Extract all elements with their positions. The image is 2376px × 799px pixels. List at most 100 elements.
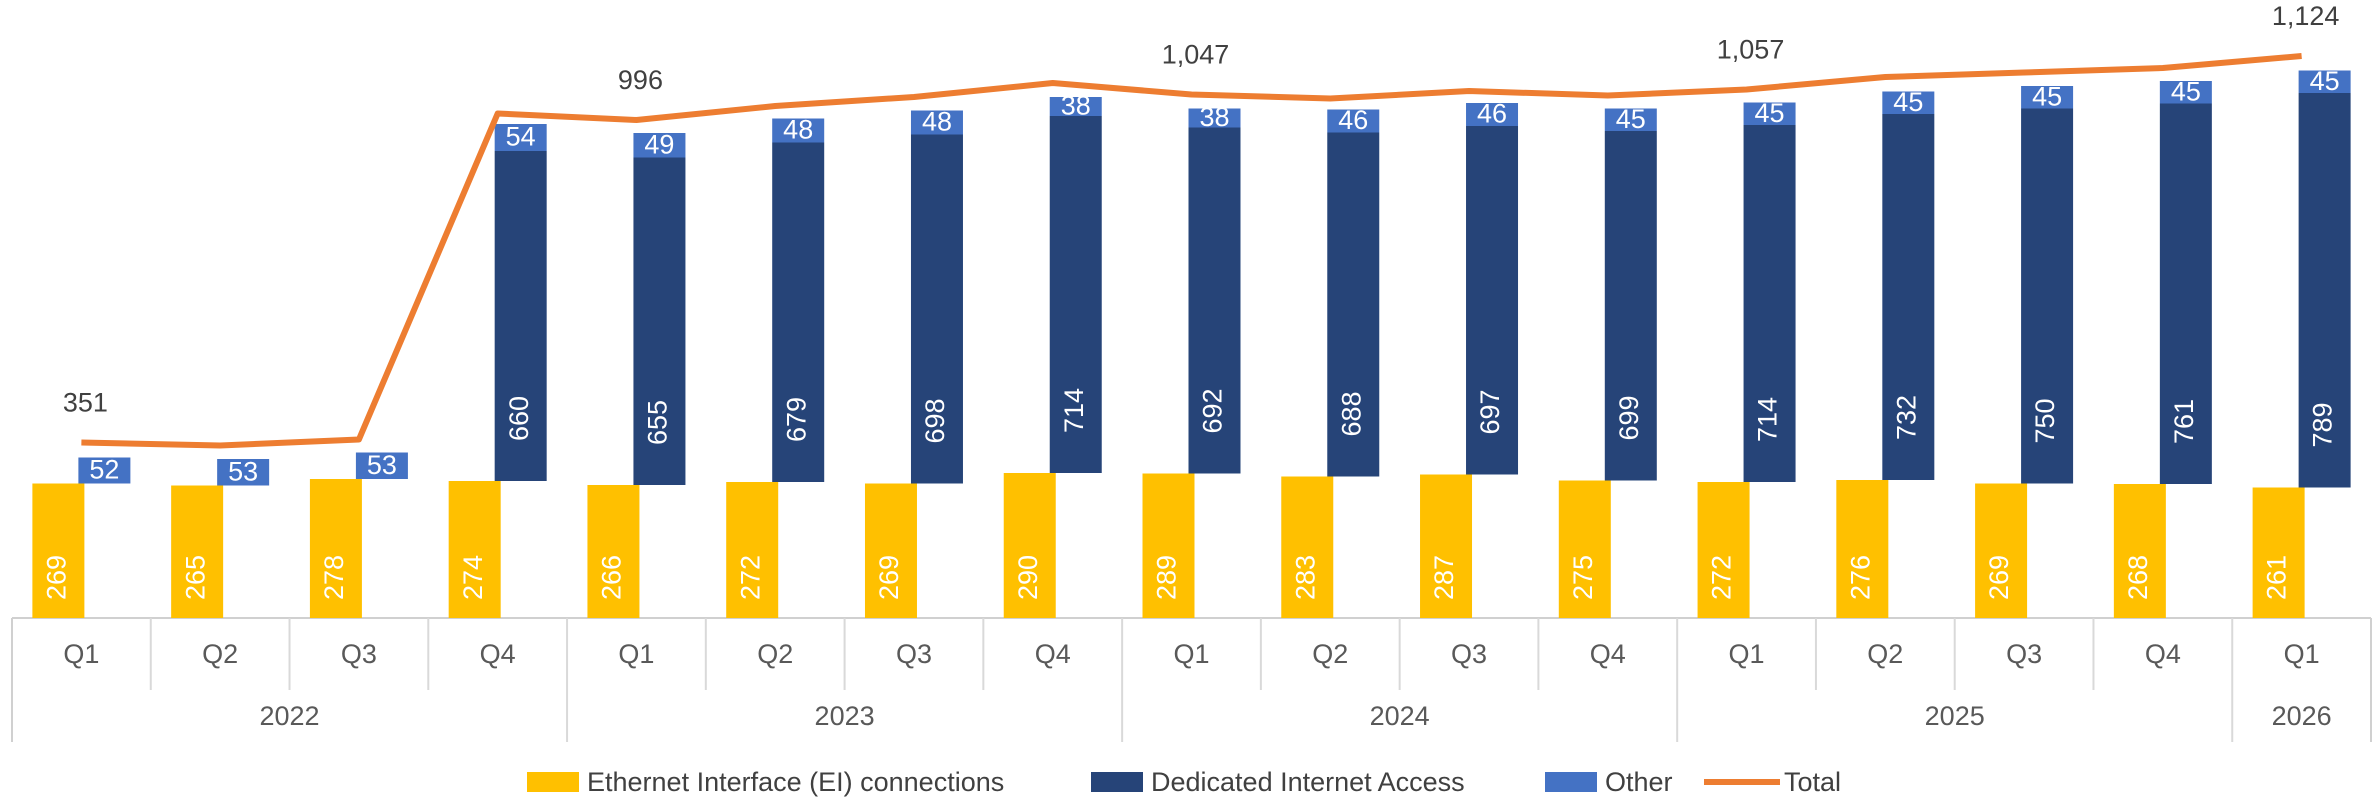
group-label: 2025 xyxy=(1925,701,1985,731)
bar-value-label: 272 xyxy=(735,555,765,600)
legend-label: Ethernet Interface (EI) connections xyxy=(587,767,1004,797)
bar-value-label: 265 xyxy=(180,555,210,600)
bar-value-label: 290 xyxy=(1013,555,1043,600)
bar xyxy=(910,134,963,484)
bar-value-label: 287 xyxy=(1429,555,1459,600)
bar xyxy=(448,481,501,618)
x-tick-label: Q3 xyxy=(896,639,932,669)
bar-value-label: 38 xyxy=(1061,91,1091,121)
total-line xyxy=(81,53,2302,449)
bar xyxy=(2159,81,2212,104)
group-label: 2022 xyxy=(259,701,319,731)
bar-value-label: 45 xyxy=(2032,81,2062,111)
bar xyxy=(355,452,408,479)
bar xyxy=(2113,484,2166,618)
bar-value-label: 53 xyxy=(367,450,397,480)
bar-value-label: 46 xyxy=(1477,99,1507,129)
bar-value-label: 38 xyxy=(1199,102,1229,132)
group-label: 2023 xyxy=(815,701,875,731)
bar-value-label: 679 xyxy=(781,397,811,442)
bar-value-label: 283 xyxy=(1290,555,1320,600)
bar xyxy=(910,110,963,135)
x-tick-label: Q3 xyxy=(1451,639,1487,669)
bar-value-label: 48 xyxy=(922,107,952,137)
x-tick-label: Q1 xyxy=(618,639,654,669)
x-tick-label: Q1 xyxy=(63,639,99,669)
bar xyxy=(587,485,640,618)
bar xyxy=(1836,480,1889,618)
x-tick-label: Q2 xyxy=(757,639,793,669)
x-tick-label: Q4 xyxy=(1035,639,1071,669)
x-tick-label: Q1 xyxy=(2284,639,2320,669)
bar-value-label: 750 xyxy=(2030,398,2060,443)
bar xyxy=(633,133,686,158)
bar xyxy=(2298,70,2351,93)
bar xyxy=(2159,103,2212,484)
bar-value-label: 275 xyxy=(1568,555,1598,600)
x-tick-label: Q1 xyxy=(1729,639,1765,669)
bar-value-label: 714 xyxy=(1059,388,1089,433)
bar-value-label: 269 xyxy=(874,555,904,600)
bar-value-label: 692 xyxy=(1198,388,1228,433)
bar-value-label: 45 xyxy=(2171,76,2201,106)
bar xyxy=(1142,473,1195,618)
bar xyxy=(1604,131,1657,481)
bar-value-label: 269 xyxy=(1984,555,2014,600)
bar xyxy=(1604,108,1657,131)
bar-value-label: 52 xyxy=(89,455,119,485)
legend-label: Total xyxy=(1784,767,1841,797)
bar xyxy=(1003,473,1056,618)
bar xyxy=(1049,116,1102,473)
bar xyxy=(633,157,686,485)
bar xyxy=(1466,126,1519,475)
bar-value-label: 699 xyxy=(1614,395,1644,440)
bar-value-label: 278 xyxy=(319,555,349,600)
bar-value-label: 655 xyxy=(643,400,673,445)
bar-value-label: 732 xyxy=(1891,395,1921,440)
bar xyxy=(1049,97,1102,116)
x-tick-label: Q4 xyxy=(480,639,516,669)
x-tick-label: Q3 xyxy=(2006,639,2042,669)
bar xyxy=(772,118,825,143)
bar xyxy=(2021,108,2074,484)
legend-swatch xyxy=(1545,772,1597,792)
bar-value-label: 46 xyxy=(1338,105,1368,135)
bar xyxy=(1697,482,1750,618)
bar-value-label: 789 xyxy=(2308,402,2338,447)
bar-value-label: 45 xyxy=(2310,66,2340,96)
bar xyxy=(1281,476,1334,618)
legend-label: Dedicated Internet Access xyxy=(1151,767,1465,797)
bar-value-label: 45 xyxy=(1893,87,1923,117)
x-tick-label: Q3 xyxy=(341,639,377,669)
bar-value-label: 761 xyxy=(2169,399,2199,444)
bar-value-label: 697 xyxy=(1475,389,1505,434)
bar xyxy=(217,459,270,486)
group-label: 2024 xyxy=(1370,701,1430,731)
line-value-label: 351 xyxy=(63,388,108,418)
bar xyxy=(1975,483,2028,618)
bar xyxy=(1743,102,1796,125)
bar xyxy=(32,483,85,618)
bar xyxy=(2252,487,2305,618)
bar xyxy=(78,457,131,484)
bar-value-label: 698 xyxy=(920,398,950,443)
legend-swatch xyxy=(527,772,579,792)
bar xyxy=(2021,86,2074,109)
bar xyxy=(1466,103,1519,126)
bar xyxy=(772,142,825,482)
bar-value-label: 45 xyxy=(1616,104,1646,134)
bar-value-label: 54 xyxy=(506,122,536,152)
x-tick-label: Q4 xyxy=(1590,639,1626,669)
bar xyxy=(1743,125,1796,482)
bar xyxy=(309,479,362,618)
bar xyxy=(1882,114,1935,480)
bar-value-label: 272 xyxy=(1707,555,1737,600)
bar xyxy=(1558,480,1611,618)
group-label: 2026 xyxy=(2272,701,2332,731)
bar-value-label: 261 xyxy=(2262,555,2292,600)
bar xyxy=(494,151,547,481)
bar-value-label: 45 xyxy=(1755,98,1785,128)
bar-value-label: 289 xyxy=(1152,555,1182,600)
bar-value-label: 714 xyxy=(1753,397,1783,442)
x-tick-label: Q1 xyxy=(1173,639,1209,669)
